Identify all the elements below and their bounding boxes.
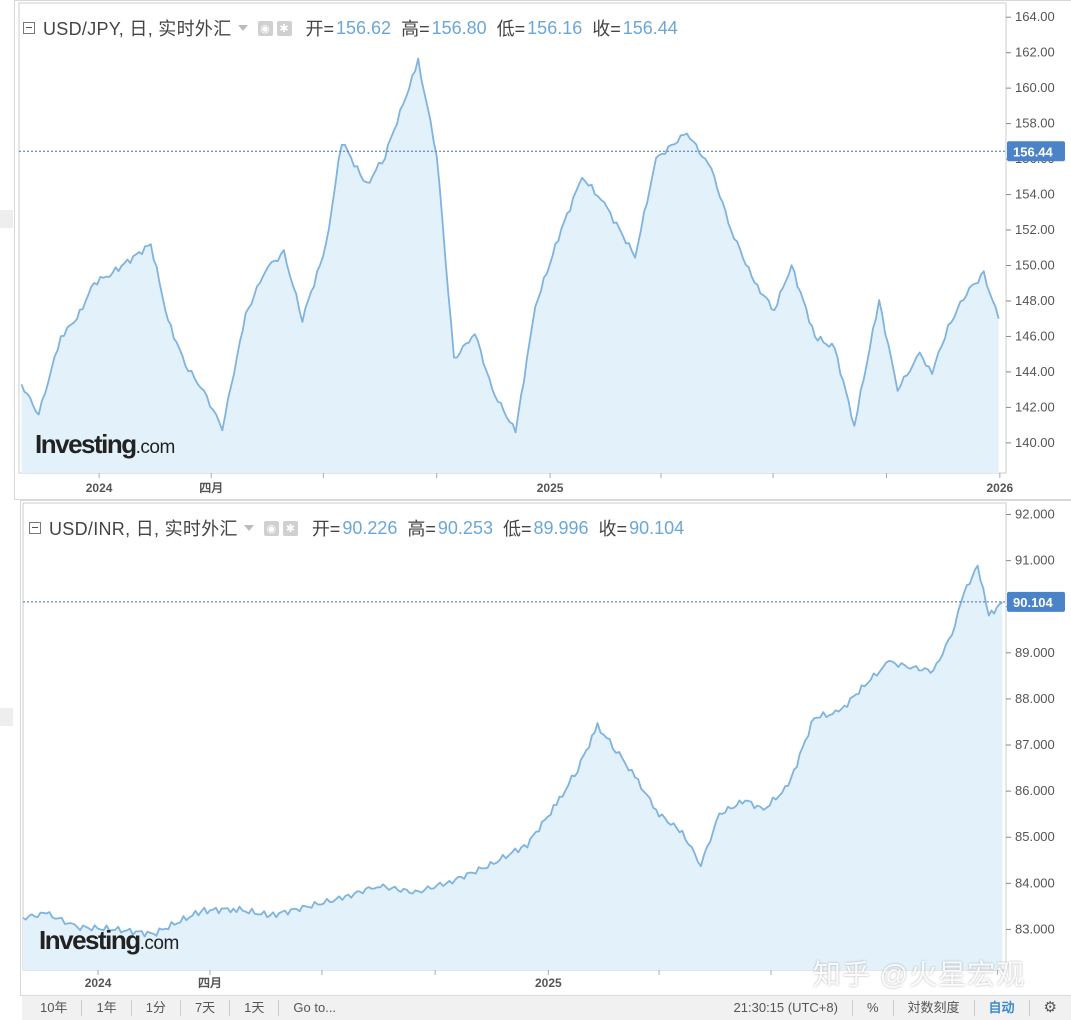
open-value: 90.226 xyxy=(342,517,398,538)
high-value: 90.253 xyxy=(437,517,493,538)
y-tick-label: 140.00 xyxy=(1015,435,1055,450)
y-tick-label: 87.000 xyxy=(1015,737,1055,752)
x-tick-label: 四月 xyxy=(198,976,222,990)
watermark: 知乎 @火星宏观 xyxy=(813,959,1026,990)
collapse-icon[interactable] xyxy=(29,522,41,534)
range-1y-button[interactable]: 1年 xyxy=(82,1000,132,1016)
left-edge-handle xyxy=(0,210,13,228)
y-tick-label: 164.00 xyxy=(1015,9,1055,24)
area-fill xyxy=(21,58,999,473)
chevron-down-icon[interactable] xyxy=(237,25,248,31)
clock-readout: 21:30:15 (UTC+8) xyxy=(720,1000,853,1016)
y-tick-label: 162.00 xyxy=(1015,45,1055,60)
high-value: 156.80 xyxy=(431,17,487,38)
y-tick-label: 92.000 xyxy=(1015,507,1055,522)
y-tick-label: 84.000 xyxy=(1015,875,1055,890)
percent-toggle[interactable]: % xyxy=(853,1000,894,1016)
eye-icon[interactable]: ◉ xyxy=(257,20,273,36)
log-scale-toggle[interactable]: 対数刻度 xyxy=(894,1000,975,1016)
usdjpy-chart-panel[interactable]: 140.00 142.00 144.00 146.00 148.00 150.00 152.… xyxy=(14,0,1071,500)
y-tick-label: 91.000 xyxy=(1015,553,1055,568)
open-label: 开= xyxy=(305,19,335,39)
last-price-badge-label: 156.44 xyxy=(1013,144,1054,159)
gear-icon[interactable]: ✱ xyxy=(282,520,298,536)
close-value: 90.104 xyxy=(629,517,685,538)
x-tick-label: 2024 xyxy=(85,976,112,990)
low-value: 156.16 xyxy=(527,17,583,38)
chart-legend: USD/INR, 日, 实时外汇 ◉ ✱ 开= 90.226 高= 90.253 低… xyxy=(29,515,684,541)
x-tick-label: 2025 xyxy=(537,481,564,495)
auto-scale-toggle[interactable]: 自动 xyxy=(975,1000,1030,1016)
y-tick-label: 160.00 xyxy=(1015,80,1055,95)
collapse-icon[interactable] xyxy=(23,22,35,34)
x-tick-label: 2025 xyxy=(535,976,562,990)
y-tick-label: 86.000 xyxy=(1015,783,1055,798)
y-tick-label: 148.00 xyxy=(1015,293,1055,308)
usdjpy-chart-svg[interactable]: 140.00 142.00 144.00 146.00 148.00 150.00 152.… xyxy=(15,1,1071,499)
open-value: 156.62 xyxy=(336,17,392,38)
goto-button[interactable]: Go to... xyxy=(293,1000,337,1015)
low-label: 低= xyxy=(496,19,526,39)
y-tick-label: 85.000 xyxy=(1015,829,1055,844)
price-line xyxy=(20,57,1000,434)
low-label: 低= xyxy=(502,519,532,539)
usdinr-chart-panel[interactable]: 83.000 84.000 85.000 86.000 87.000 88.000 89.0… xyxy=(20,500,1071,996)
y-tick-label: 154.00 xyxy=(1015,187,1055,202)
range-10y-button[interactable]: 10年 xyxy=(22,1000,83,1016)
left-edge-handle xyxy=(0,708,13,726)
chart-toolbar: 10年 1年 1分 7天 1天 Go to... 21:30:15 (UTC+8… xyxy=(22,995,1071,1020)
y-tick-label: 144.00 xyxy=(1015,364,1055,379)
y-tick-label: 83.000 xyxy=(1015,921,1055,936)
area-fill xyxy=(23,565,1003,970)
usdinr-chart-svg[interactable]: 83.000 84.000 85.000 86.000 87.000 88.000 89.0… xyxy=(21,501,1071,995)
open-label: 开= xyxy=(311,519,341,539)
investing-logo: Investing.com xyxy=(35,429,175,459)
high-label: 高= xyxy=(407,519,436,539)
gear-icon[interactable]: ✱ xyxy=(276,20,292,36)
range-7d-button[interactable]: 7天 xyxy=(181,1000,231,1016)
x-tick-label: 四月 xyxy=(199,481,223,495)
y-tick-label: 150.00 xyxy=(1015,257,1055,272)
eye-icon[interactable]: ◉ xyxy=(263,520,279,536)
close-label: 收= xyxy=(592,19,621,39)
y-tick-label: 146.00 xyxy=(1015,328,1055,343)
y-tick-label: 152.00 xyxy=(1015,222,1055,237)
price-line xyxy=(22,564,1003,938)
range-1m-button[interactable]: 1分 xyxy=(132,1000,181,1016)
range-1d-button[interactable]: 1天 xyxy=(230,1000,280,1016)
y-tick-label: 158.00 xyxy=(1015,116,1055,131)
last-price-badge xyxy=(1007,141,1065,162)
symbol-label[interactable]: USD/INR, 日, 实时外汇 xyxy=(49,519,238,539)
close-value: 156.44 xyxy=(622,17,678,38)
high-label: 高= xyxy=(401,19,430,39)
close-label: 收= xyxy=(598,519,628,539)
x-tick-label: 2026 xyxy=(986,481,1013,495)
last-price-badge-label: 90.104 xyxy=(1013,595,1054,610)
last-price-badge xyxy=(1007,591,1065,612)
gear-icon[interactable]: ⚙ xyxy=(1043,999,1057,1016)
symbol-label[interactable]: USD/JPY, 日, 实时外汇 xyxy=(43,19,232,39)
chevron-down-icon[interactable] xyxy=(243,525,254,531)
y-tick-label: 89.000 xyxy=(1015,645,1055,660)
low-value: 89.996 xyxy=(533,517,589,538)
chart-legend: USD/JPY, 日, 实时外汇 ◉ ✱ 开= 156.62 高= 156.80 低… xyxy=(23,15,678,41)
y-tick-label: 142.00 xyxy=(1015,399,1055,414)
y-tick-label: 88.000 xyxy=(1015,691,1055,706)
investing-logo: Investing.com xyxy=(39,925,179,955)
x-tick-label: 2024 xyxy=(86,481,113,495)
